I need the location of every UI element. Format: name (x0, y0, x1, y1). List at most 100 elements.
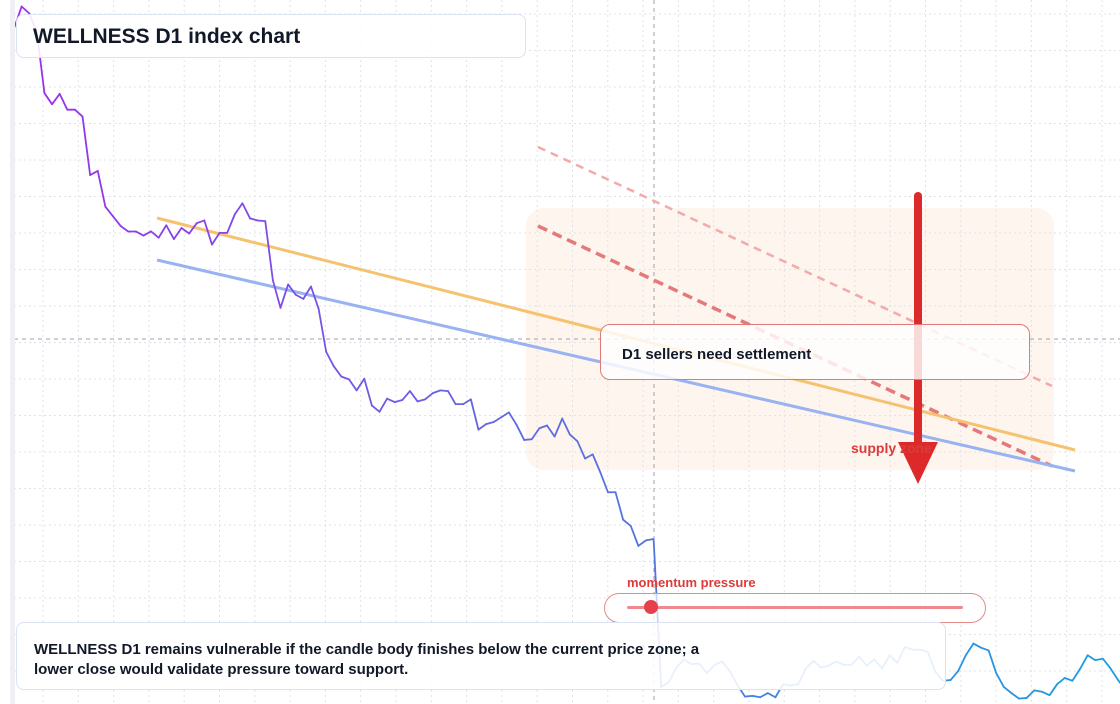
price-segment (104, 205, 114, 218)
price-segment (591, 453, 602, 474)
price-segment (987, 649, 998, 675)
momentum-slider (604, 593, 986, 623)
price-segment (1117, 679, 1120, 685)
price-segment (172, 227, 183, 240)
price-segment (980, 646, 990, 652)
price-segment (355, 377, 366, 392)
price-segment (1048, 683, 1059, 697)
price-segment (469, 398, 480, 431)
price-segment (348, 378, 358, 392)
price-segment (142, 230, 152, 237)
price-segment (1101, 657, 1112, 670)
price-segment (485, 421, 495, 426)
price-segment (96, 170, 107, 208)
price-segment (949, 670, 960, 681)
price-segment (401, 390, 411, 401)
price-segment (74, 108, 84, 118)
price-segment (332, 365, 343, 378)
price-segment (637, 539, 647, 547)
price-segment (43, 92, 53, 106)
price-segment (287, 283, 297, 296)
price-segment (157, 224, 168, 239)
price-segment (188, 222, 198, 235)
price-segment (599, 471, 609, 494)
price-segment (302, 285, 312, 300)
price-segment (119, 225, 130, 233)
price-segment (363, 377, 373, 407)
price-segment (515, 423, 526, 441)
price-segment (58, 92, 69, 111)
price-segment (508, 411, 518, 426)
price-segment (957, 654, 967, 673)
price-segment (972, 642, 982, 649)
price-segment (995, 672, 1005, 688)
price-segment (1063, 677, 1074, 682)
chart-title: WELLNESS D1 index chart (33, 25, 301, 48)
price-segment (492, 416, 503, 423)
price-segment (241, 202, 251, 220)
price-segment (279, 283, 290, 309)
title-card: WELLNESS D1 index chart (16, 14, 526, 58)
momentum-bar (627, 606, 963, 609)
price-segment (409, 390, 419, 403)
price-segment (1033, 689, 1043, 693)
price-segment (1071, 668, 1081, 682)
price-segment (340, 375, 350, 381)
price-segment (622, 518, 632, 527)
price-segment (233, 202, 244, 216)
price-segment (614, 491, 625, 521)
price-segment (629, 525, 640, 547)
price-segment (964, 642, 975, 657)
price-segment (462, 398, 472, 406)
price-segment (165, 224, 175, 240)
price-segment (530, 427, 541, 441)
momentum-label: momentum pressure (627, 575, 756, 590)
price-segment (416, 398, 427, 403)
price-segment (294, 293, 305, 300)
price-segment (1109, 667, 1119, 681)
price-segment (264, 220, 274, 282)
callout-text: D1 sellers need settlement (622, 346, 812, 363)
price-segment (211, 231, 221, 246)
price-segment (751, 694, 762, 699)
price-segment (1086, 654, 1097, 661)
down-arrow-head (898, 442, 938, 484)
price-segment (386, 397, 396, 403)
price-segment (500, 411, 510, 419)
price-segment (1079, 654, 1089, 670)
price-segment (447, 390, 457, 406)
price-segment (1041, 690, 1051, 697)
price-segment (393, 399, 404, 403)
chart-left-edge (10, 0, 15, 704)
note-card: WELLNESS D1 remains vulnerable if the ca… (16, 622, 946, 690)
momentum-knob (643, 600, 658, 614)
price-segment (256, 219, 267, 223)
price-segment (1018, 697, 1028, 700)
price-segment (477, 423, 487, 431)
price-segment (561, 417, 571, 436)
price-segment (1025, 689, 1036, 699)
price-segment (1056, 677, 1066, 686)
price-segment (645, 538, 655, 542)
price-segment (378, 397, 389, 413)
price-segment (89, 170, 99, 176)
price-segment (150, 230, 160, 239)
price-segment (195, 219, 206, 225)
price-segment (310, 285, 320, 310)
price-segment (523, 438, 533, 441)
price-segment (584, 453, 594, 460)
supply-zone-label: supply zone (851, 440, 932, 456)
price-segment (576, 440, 586, 460)
price-segment (271, 279, 282, 309)
price-segment (1094, 657, 1104, 661)
price-segment (81, 115, 92, 176)
price-segment (51, 92, 61, 106)
price-segment (538, 424, 548, 430)
price-segment (546, 424, 556, 438)
price-segment (568, 433, 579, 443)
price-segment (203, 219, 213, 246)
callout-box: D1 sellers need settlement (600, 324, 1030, 380)
price-segment (249, 217, 259, 222)
price-segment (317, 307, 328, 353)
price-segment (226, 213, 236, 234)
